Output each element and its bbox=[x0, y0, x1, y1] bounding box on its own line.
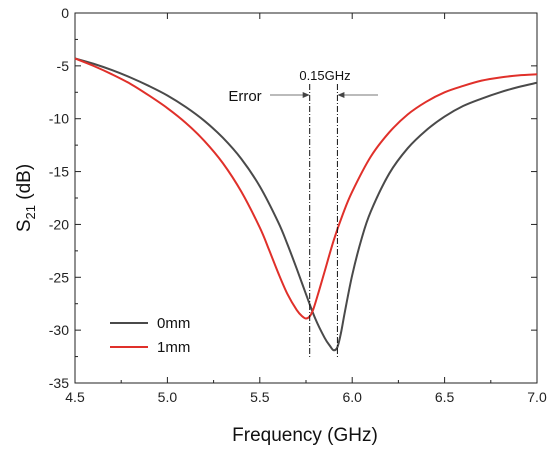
delta-frequency-label: 0.15GHz bbox=[299, 68, 350, 83]
x-tick-label: 7.0 bbox=[527, 389, 547, 405]
series-line-1mm bbox=[74, 57, 538, 320]
series-lines bbox=[74, 57, 538, 352]
series-line-0mm bbox=[74, 57, 538, 352]
error-label: Error bbox=[228, 88, 261, 105]
x-axis-title: Frequency (GHz) bbox=[232, 425, 378, 446]
y-tick-label: -35 bbox=[49, 375, 69, 391]
x-tick-label: 6.5 bbox=[435, 389, 455, 405]
y-tick-label: -15 bbox=[49, 164, 69, 180]
x-tick-label: 5.5 bbox=[250, 389, 270, 405]
y-tick-label: -20 bbox=[49, 216, 69, 232]
y-tick-label: -25 bbox=[49, 269, 69, 285]
arrow-right-head bbox=[337, 92, 345, 98]
y-tick-label: -10 bbox=[49, 111, 69, 127]
y-axis-title-sub: 21 bbox=[23, 205, 38, 219]
x-tick-label: 6.0 bbox=[342, 389, 362, 405]
legend: 0mm 1mm bbox=[110, 315, 190, 356]
arrow-left-head bbox=[302, 92, 310, 98]
y-tick-label: -5 bbox=[57, 58, 70, 74]
legend-label-1mm: 1mm bbox=[157, 339, 190, 356]
error-annotation bbox=[270, 84, 378, 358]
y-axis-title-unit: (dB) bbox=[14, 164, 35, 205]
x-tick-label: 4.5 bbox=[65, 389, 85, 405]
x-tick-label: 5.0 bbox=[158, 389, 178, 405]
y-axis-title-main: S bbox=[14, 219, 35, 232]
y-tick-label: -30 bbox=[49, 322, 69, 338]
y-tick-label: 0 bbox=[61, 5, 69, 21]
axis-ticks: 4.5 5.0 5.5 6.0 6.5 7.0 0 -5 -10 -15 -20 -25 -30 -35 bbox=[49, 5, 547, 405]
y-axis-title: S21 (dB) bbox=[14, 164, 38, 232]
legend-label-0mm: 0mm bbox=[157, 315, 190, 332]
